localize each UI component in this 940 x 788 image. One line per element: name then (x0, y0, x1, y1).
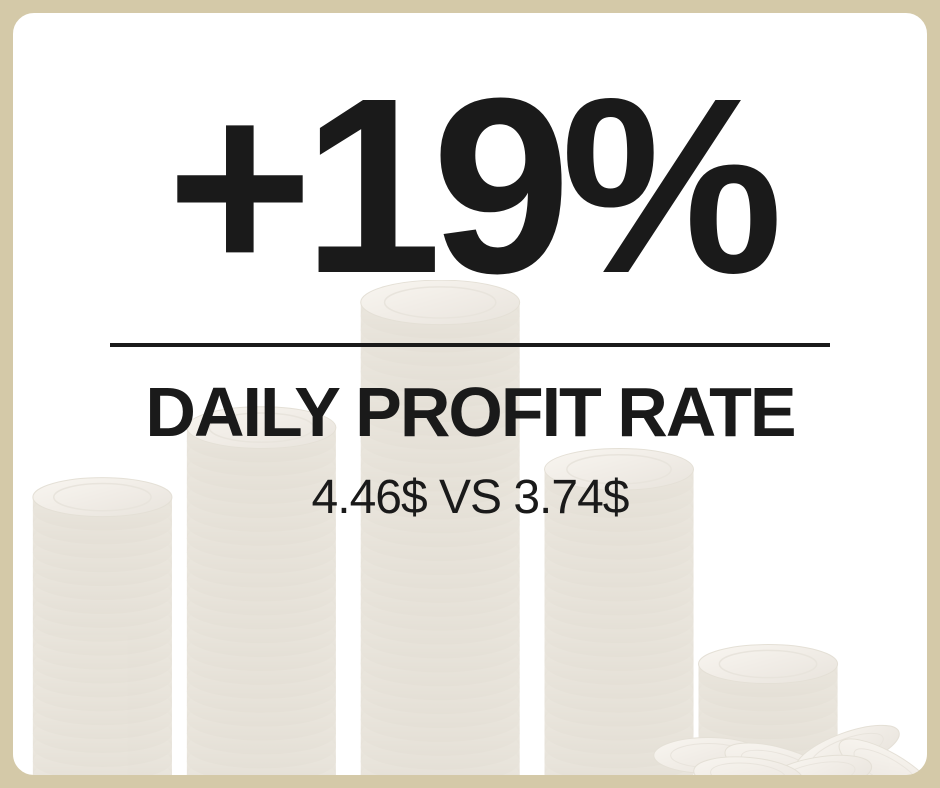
comparison-values: 4.46$ VS 3.74$ (312, 470, 629, 525)
stat-card: +19% DAILY PROFIT RATE 4.46$ VS 3.74$ (10, 10, 930, 778)
headline-value: +19% (167, 73, 773, 298)
metric-label: DAILY PROFIT RATE (145, 372, 794, 452)
card-content: +19% DAILY PROFIT RATE 4.46$ VS 3.74$ (13, 73, 927, 525)
divider-line (110, 343, 830, 347)
